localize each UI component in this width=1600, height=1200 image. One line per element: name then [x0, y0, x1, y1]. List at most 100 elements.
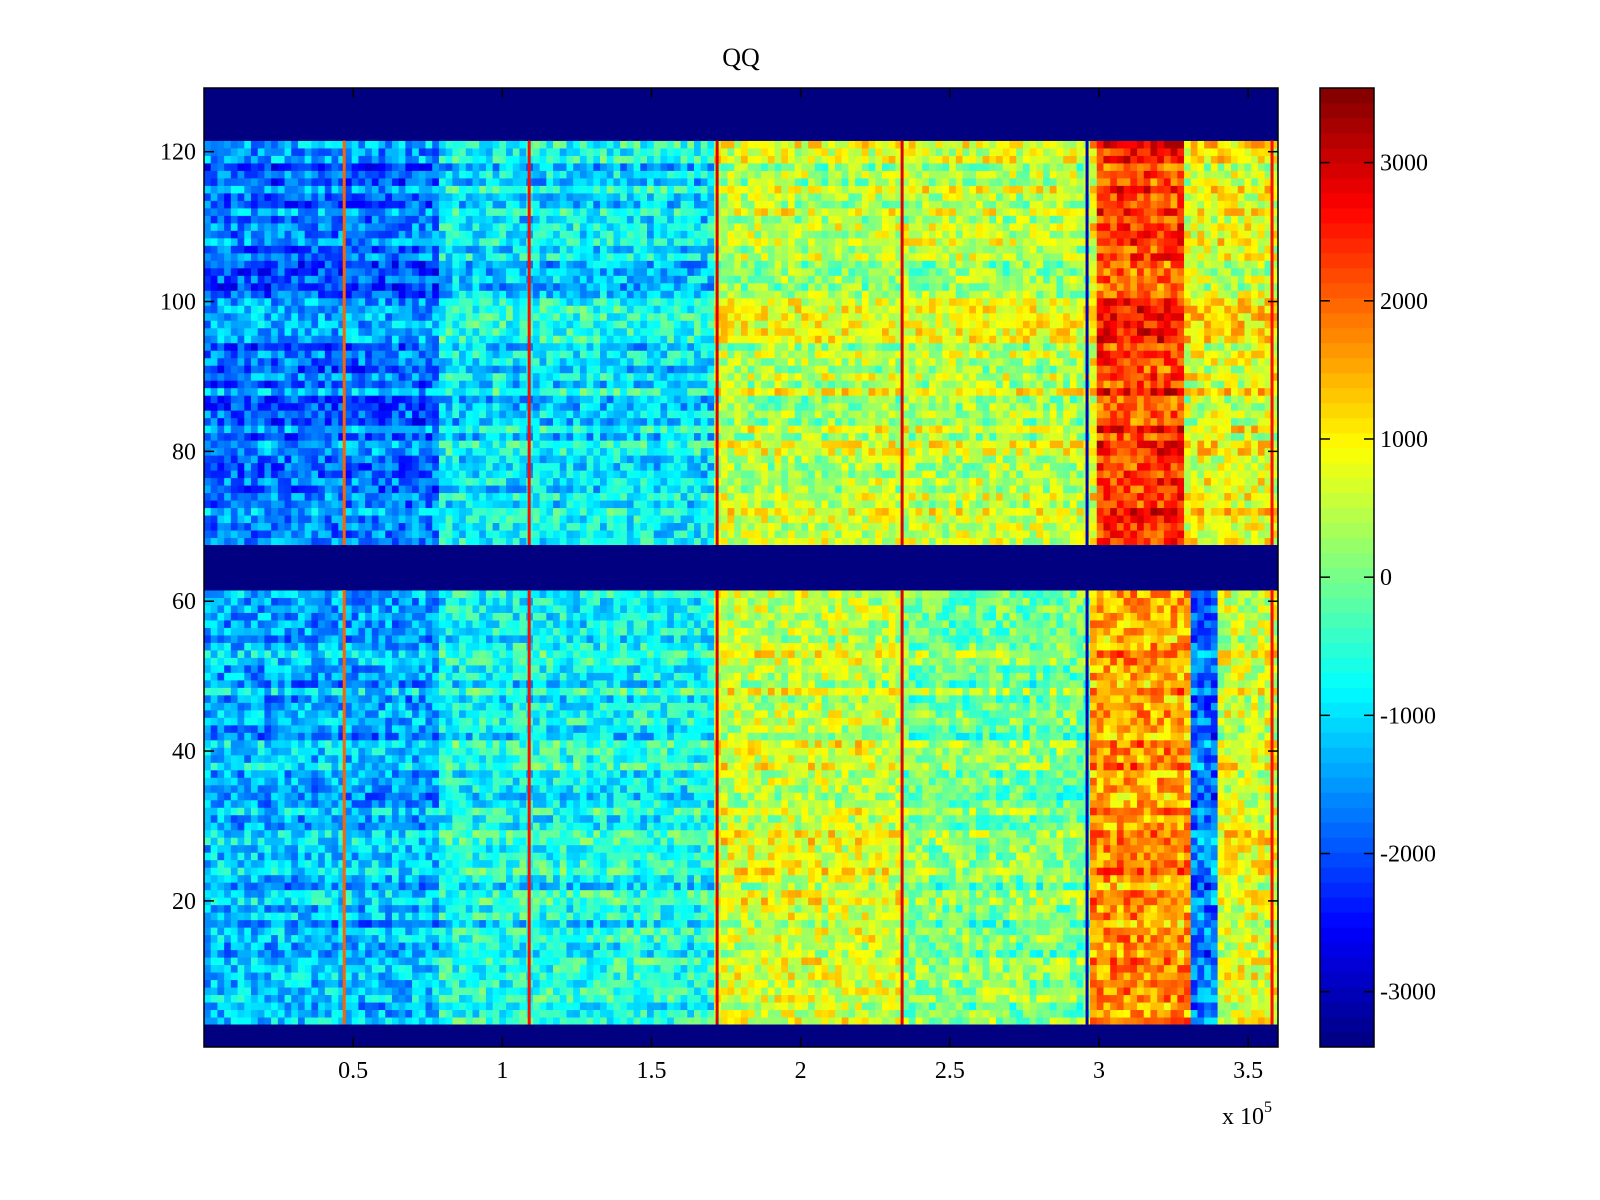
heatmap-cell [895, 934, 903, 943]
heatmap-cell [432, 972, 440, 981]
heatmap-cell [412, 897, 420, 906]
heatmap-cell [694, 799, 702, 808]
heatmap-cell [922, 792, 930, 801]
heatmap-cell [1103, 814, 1111, 823]
heatmap-cell [734, 807, 742, 816]
heatmap-cell [633, 1002, 641, 1011]
heatmap-cell [432, 919, 440, 928]
heatmap-cell [365, 904, 373, 913]
heatmap-cell [1090, 807, 1098, 816]
heatmap-cell [895, 874, 903, 883]
heatmap-cell [881, 1002, 890, 1011]
heatmap-cell [492, 1002, 500, 1011]
heatmap-cell [1257, 882, 1266, 891]
heatmap-cell [365, 859, 373, 868]
heatmap-cell [848, 897, 856, 906]
heatmap-cell [1056, 844, 1064, 853]
heatmap-cell [902, 1017, 910, 1026]
heatmap-cell [1257, 852, 1266, 861]
heatmap-cell [1076, 994, 1084, 1003]
heatmap-cell [620, 927, 628, 936]
heatmap-cell [687, 829, 695, 838]
heatmap-cell [438, 814, 447, 823]
heatmap-cell [935, 934, 943, 943]
heatmap-cell [1251, 897, 1259, 906]
heatmap-cell [1170, 919, 1178, 928]
heatmap-cell [975, 957, 984, 966]
heatmap-cell [499, 927, 507, 936]
heatmap-cell [861, 964, 870, 973]
heatmap-cell [1257, 994, 1266, 1003]
heatmap-cell [667, 799, 675, 808]
heatmap-cell [1043, 957, 1051, 966]
heatmap-cell [640, 912, 648, 921]
heatmap-cell [600, 957, 608, 966]
heatmap-cell [834, 807, 843, 816]
heatmap-cell [969, 829, 977, 838]
heatmap-cell [949, 882, 957, 891]
heatmap-cell [291, 942, 299, 951]
heatmap-cell [1197, 882, 1205, 891]
heatmap-cell [472, 867, 480, 876]
heatmap-cell [412, 874, 420, 883]
heatmap-cell [371, 799, 380, 808]
heatmap-cell [438, 1017, 447, 1026]
heatmap-cell [244, 927, 252, 936]
heatmap-cell [257, 867, 265, 876]
heatmap-cell [1002, 874, 1010, 883]
heatmap-cell [1157, 882, 1165, 891]
heatmap-cell [834, 882, 843, 891]
heatmap-cell [1076, 792, 1084, 801]
heatmap-cell [472, 874, 480, 883]
heatmap-cell [237, 919, 245, 928]
heatmap-cell [915, 867, 923, 876]
heatmap-cell [741, 889, 749, 898]
heatmap-cell [848, 867, 856, 876]
heatmap-cell [935, 972, 943, 981]
heatmap-cell [385, 1017, 393, 1026]
heatmap-cell [667, 1017, 675, 1026]
heatmap-cell [1257, 942, 1266, 951]
heatmap-cell [1022, 799, 1031, 808]
heatmap-cell [506, 1002, 514, 1011]
heatmap-cell [1170, 1009, 1178, 1018]
heatmap-cell [204, 874, 212, 883]
heatmap-cell [1184, 927, 1192, 936]
heatmap-cell [546, 904, 554, 913]
heatmap-cell [485, 867, 494, 876]
heatmap-cell [244, 807, 252, 816]
heatmap-cell [902, 972, 910, 981]
heatmap-cell [982, 882, 990, 891]
heatmap-cell [244, 784, 252, 793]
heatmap-cell [613, 807, 621, 816]
heatmap-cell [747, 799, 755, 808]
heatmap-cell [573, 1002, 581, 1011]
heatmap-cell [311, 1002, 319, 1011]
heatmap-cell [311, 852, 319, 861]
heatmap-cell [465, 837, 473, 846]
heatmap-cell [707, 852, 715, 861]
heatmap-cell [1143, 957, 1151, 966]
heatmap-cell [405, 912, 413, 921]
heatmap-cell [445, 904, 453, 913]
heatmap-cell [351, 829, 359, 838]
heatmap-cell [975, 859, 984, 868]
heatmap-cell [1143, 882, 1151, 891]
heatmap-cell [613, 852, 621, 861]
heatmap-cell [573, 867, 581, 876]
heatmap-cell [1009, 852, 1017, 861]
heatmap-cell [1016, 799, 1024, 808]
heatmap-cell [344, 799, 353, 808]
heatmap-cell [452, 897, 460, 906]
heatmap-cell [445, 822, 453, 831]
heatmap-cell [949, 867, 957, 876]
heatmap-cell [284, 882, 292, 891]
heatmap-cell [915, 1017, 923, 1026]
heatmap-cell [338, 934, 346, 943]
heatmap-cell [244, 949, 252, 958]
heatmap-cell [1143, 822, 1151, 831]
heatmap-cell [888, 1002, 896, 1011]
heatmap-cell [271, 807, 279, 816]
heatmap-cell [1231, 867, 1239, 876]
heatmap-cell [881, 927, 890, 936]
